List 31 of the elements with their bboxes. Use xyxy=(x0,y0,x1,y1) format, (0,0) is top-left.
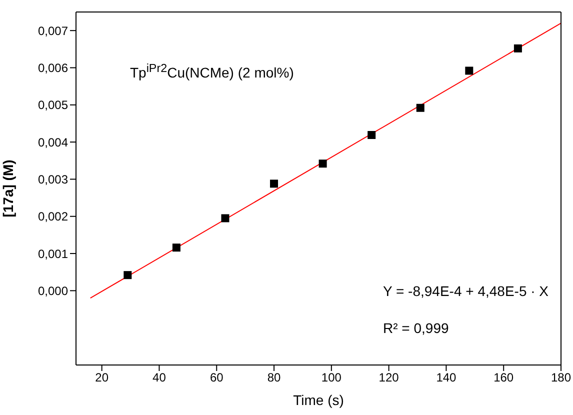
x-tick-label: 160 xyxy=(494,370,514,385)
y-tick-label: 0,006 xyxy=(38,60,68,75)
point xyxy=(514,44,522,52)
point xyxy=(318,160,327,168)
point xyxy=(270,180,278,188)
annotation: Tp$^{iPr2}$Cu(NCMe) (2 mol%) xyxy=(130,62,294,81)
y-tick-label: 0,007 xyxy=(38,24,68,38)
x-tick-label: 60 xyxy=(210,370,224,385)
x-tick-label: 20 xyxy=(95,370,109,385)
x-tick-label: 140 xyxy=(436,370,457,385)
y-tick-label: 0,005 xyxy=(38,98,68,112)
point xyxy=(416,104,424,112)
x-tick-label: 40 xyxy=(152,370,166,385)
y-tick-label: 0,003 xyxy=(38,172,68,186)
y-tick-label: 0,000 xyxy=(38,284,68,298)
x-tick-label: 120 xyxy=(378,370,400,385)
x-tick-label: 180 xyxy=(550,370,572,385)
annotation: R² = 0,999 xyxy=(383,320,449,336)
point xyxy=(124,271,132,280)
point xyxy=(221,214,230,222)
y-axis-title: [17a] (M) xyxy=(0,160,16,218)
x-axis-title: Time (s) xyxy=(293,392,344,408)
x-tick-label: 100 xyxy=(321,370,342,385)
y-tick-label: 0,004 xyxy=(38,135,68,150)
annotation: Y = -8,94E-4 + 4,48E-5 · X xyxy=(383,283,549,299)
point xyxy=(172,244,180,252)
y-tick-label: 0,002 xyxy=(38,210,68,224)
x-tick-label: 80 xyxy=(267,370,282,385)
y-tick-label: 0,001 xyxy=(38,246,68,261)
point xyxy=(465,66,474,75)
point xyxy=(368,130,376,139)
